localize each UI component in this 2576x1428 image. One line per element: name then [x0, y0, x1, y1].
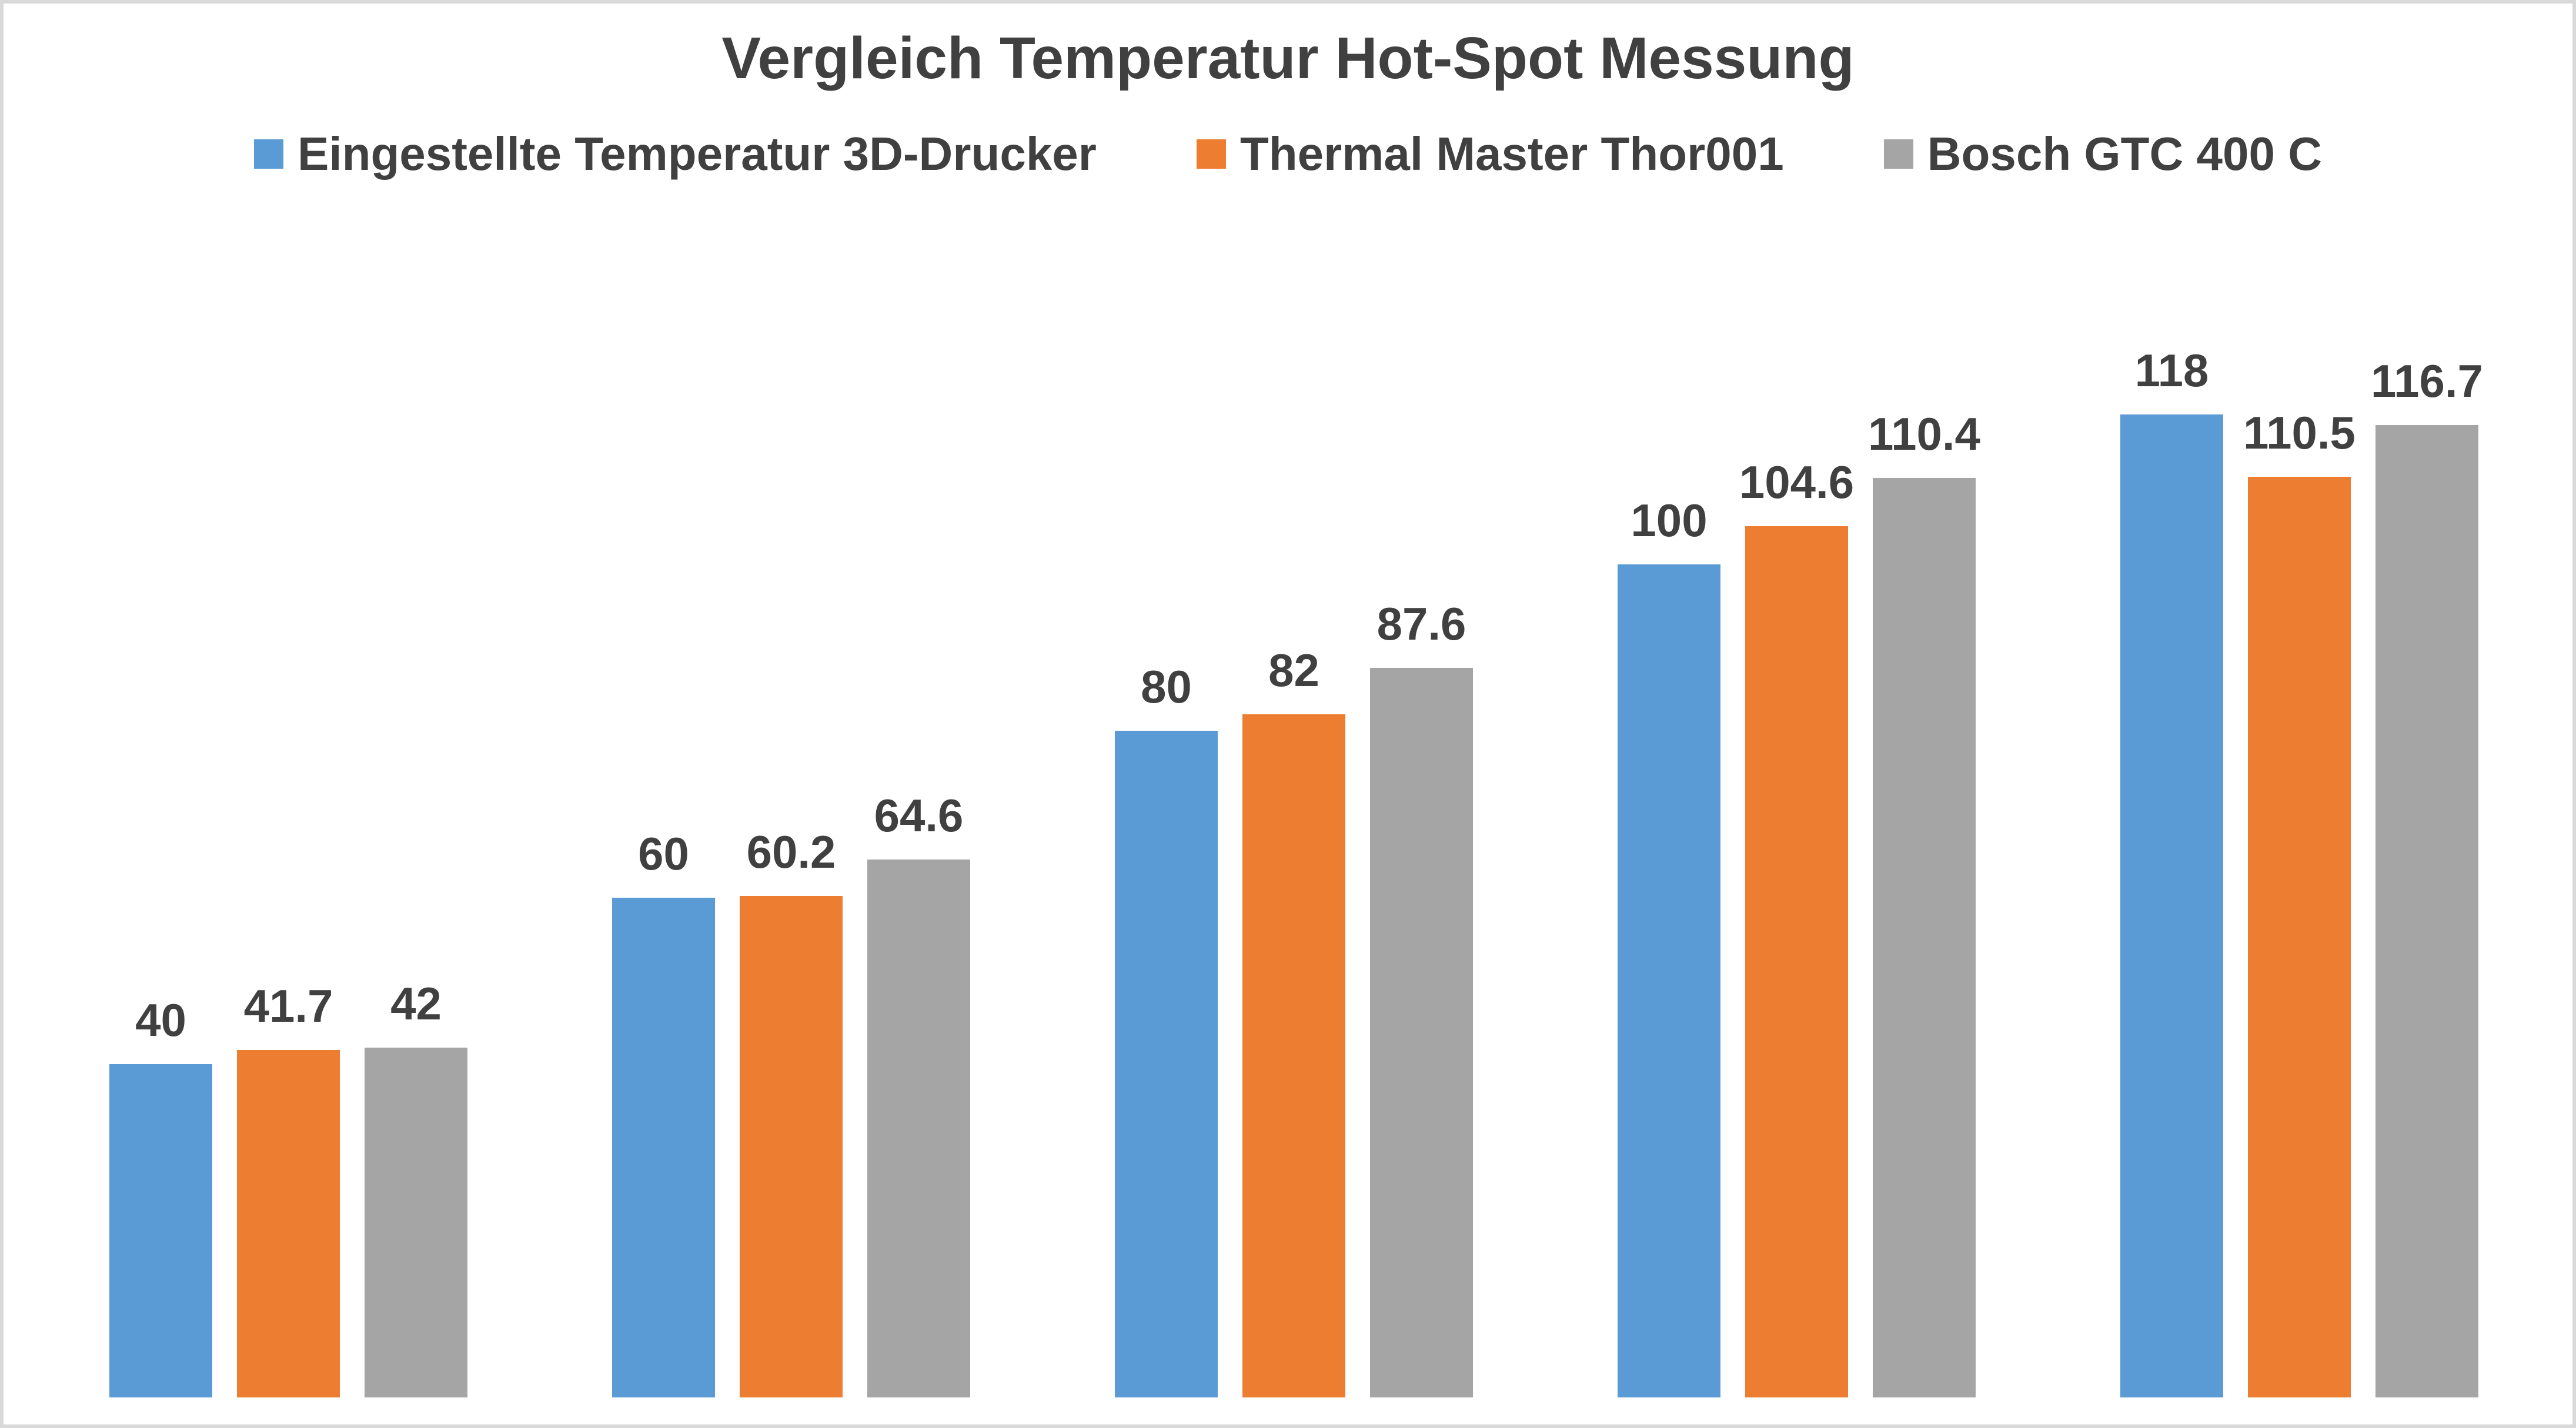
chart-title: Vergleich Temperatur Hot-Spot Messung: [721, 25, 1855, 91]
legend-marker-square-icon: [253, 139, 283, 169]
bar: 87.6: [1370, 601, 1473, 1397]
bar: 100: [1618, 497, 1720, 1397]
bar-value-label: 110.5: [2243, 407, 2356, 459]
bar-value-label: 60.2: [746, 826, 836, 878]
bar: 104.6: [1739, 459, 1854, 1397]
bar-value-label: 40: [135, 994, 186, 1046]
legend-label: Thermal Master Thor001: [1239, 128, 1784, 180]
bar: 42: [365, 981, 467, 1397]
bar-group: 40 41.7 42: [109, 981, 467, 1397]
bar-value-label: 118: [2134, 345, 2209, 396]
bar-value-label: 82: [1268, 644, 1319, 696]
bar-group: 80 82 87.6: [1115, 601, 1473, 1397]
bar: 82: [1242, 647, 1345, 1397]
bar: 118: [2120, 347, 2223, 1397]
legend: Eingestellte Temperatur 3D-Drucker Therma…: [4, 128, 2572, 180]
bar: 60.2: [740, 829, 843, 1397]
legend-label: Eingestellte Temperatur 3D-Drucker: [297, 128, 1097, 180]
bar-value-label: 64.6: [874, 790, 964, 841]
legend-item: Eingestellte Temperatur 3D-Drucker: [253, 128, 1097, 180]
bar-value-label: 116.7: [2371, 355, 2483, 407]
bar-value-label: 60: [638, 828, 689, 879]
bar: 64.6: [867, 792, 970, 1397]
legend-marker-square-icon: [1883, 139, 1913, 169]
bar-value-label: 100: [1631, 494, 1708, 546]
legend-label: Bosch GTC 400 C: [1927, 128, 2322, 180]
bar-group: 60 60.2 64.6: [612, 792, 970, 1397]
bar-value-label: 42: [390, 978, 442, 1029]
bar: 116.7: [2371, 358, 2483, 1397]
legend-marker-square-icon: [1196, 139, 1226, 169]
bar-value-label: 87.6: [1376, 598, 1466, 650]
bar: 80: [1115, 664, 1218, 1397]
legend-item: Thermal Master Thor001: [1196, 128, 1784, 180]
bar: 110.4: [1868, 411, 1980, 1397]
bar: 60: [612, 831, 715, 1397]
bar-group: 100 104.6 110.4: [1618, 411, 1980, 1397]
bar: 40: [109, 997, 212, 1397]
legend-item: Bosch GTC 400 C: [1883, 128, 2322, 180]
bar: 41.7: [237, 983, 340, 1397]
bar-value-label: 110.4: [1868, 408, 1980, 460]
bar-value-label: 80: [1141, 661, 1192, 713]
bar-value-label: 104.6: [1739, 456, 1855, 508]
bar: 110.5: [2243, 410, 2356, 1397]
plot-area: 40 41.7 42 60 60.2 64.6 80 82 87.6 100 104.6 110.4 1…: [4, 4, 2572, 1424]
bar-group: 118 110.5 116.7: [2120, 347, 2483, 1397]
bar-value-label: 41.7: [243, 980, 333, 1032]
